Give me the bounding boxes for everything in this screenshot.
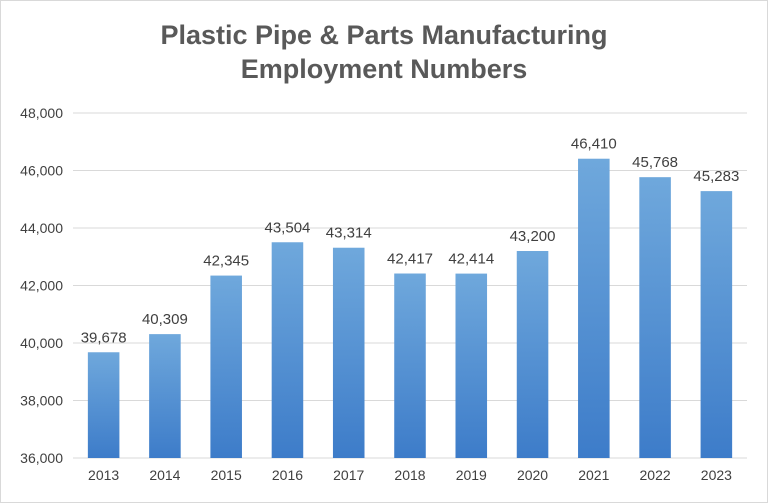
bar-2014 [149, 334, 181, 458]
x-tick-label: 2014 [149, 467, 180, 483]
x-tick-label: 2019 [456, 467, 487, 483]
chart-title-line-2: Employment Numbers [240, 54, 528, 84]
data-label-2017: 43,314 [326, 225, 372, 242]
x-tick-label: 2023 [701, 467, 732, 483]
y-tick-label: 46,000 [20, 163, 63, 179]
bar-2016 [271, 242, 304, 458]
data-label-2013: 39,678 [81, 329, 127, 346]
y-tick-label: 42,000 [20, 278, 63, 294]
bars [87, 158, 733, 459]
bar-2022 [639, 177, 671, 459]
data-label-2016: 43,504 [265, 219, 311, 236]
y-tick-label: 40,000 [20, 335, 63, 351]
y-tick-label: 38,000 [20, 393, 63, 409]
x-tick-label: 2020 [517, 467, 548, 483]
bar-2018 [394, 273, 426, 458]
x-tick-label: 2016 [272, 467, 303, 483]
x-tick-label: 2013 [88, 467, 119, 483]
y-tick-label: 36,000 [20, 450, 63, 466]
bar-2019 [455, 273, 488, 458]
data-label-2020: 43,200 [510, 228, 556, 245]
bar-2013 [87, 352, 120, 458]
bar-2023 [700, 191, 733, 458]
x-tick-label: 2015 [211, 467, 242, 483]
chart-title: Plastic Pipe & Parts Manufacturing Emplo… [0, 18, 768, 86]
bar-2021 [578, 158, 610, 458]
data-label-2018: 42,417 [387, 251, 433, 268]
labels: 36,000 38,000 40,000 42,000 44,000 46,000 48,0… [20, 105, 739, 483]
data-label-2021: 46,410 [571, 136, 617, 153]
data-label-2014: 40,309 [142, 311, 188, 328]
x-tick-label: 2017 [333, 467, 364, 483]
bar-2015 [210, 275, 242, 458]
y-tick-label: 48,000 [20, 105, 63, 121]
data-label-2022: 45,768 [632, 154, 678, 171]
data-label-2023: 45,283 [693, 168, 739, 185]
chart-title-line-1: Plastic Pipe & Parts Manufacturing [160, 20, 608, 50]
x-tick-label: 2018 [394, 467, 425, 483]
y-tick-label: 44,000 [20, 220, 63, 236]
x-tick-label: 2022 [640, 467, 671, 483]
x-tick-label: 2021 [578, 467, 609, 483]
bar-2017 [332, 247, 365, 458]
data-label-2015: 42,345 [203, 253, 249, 270]
bar-2020 [516, 251, 549, 458]
data-label-2019: 42,414 [448, 251, 494, 268]
